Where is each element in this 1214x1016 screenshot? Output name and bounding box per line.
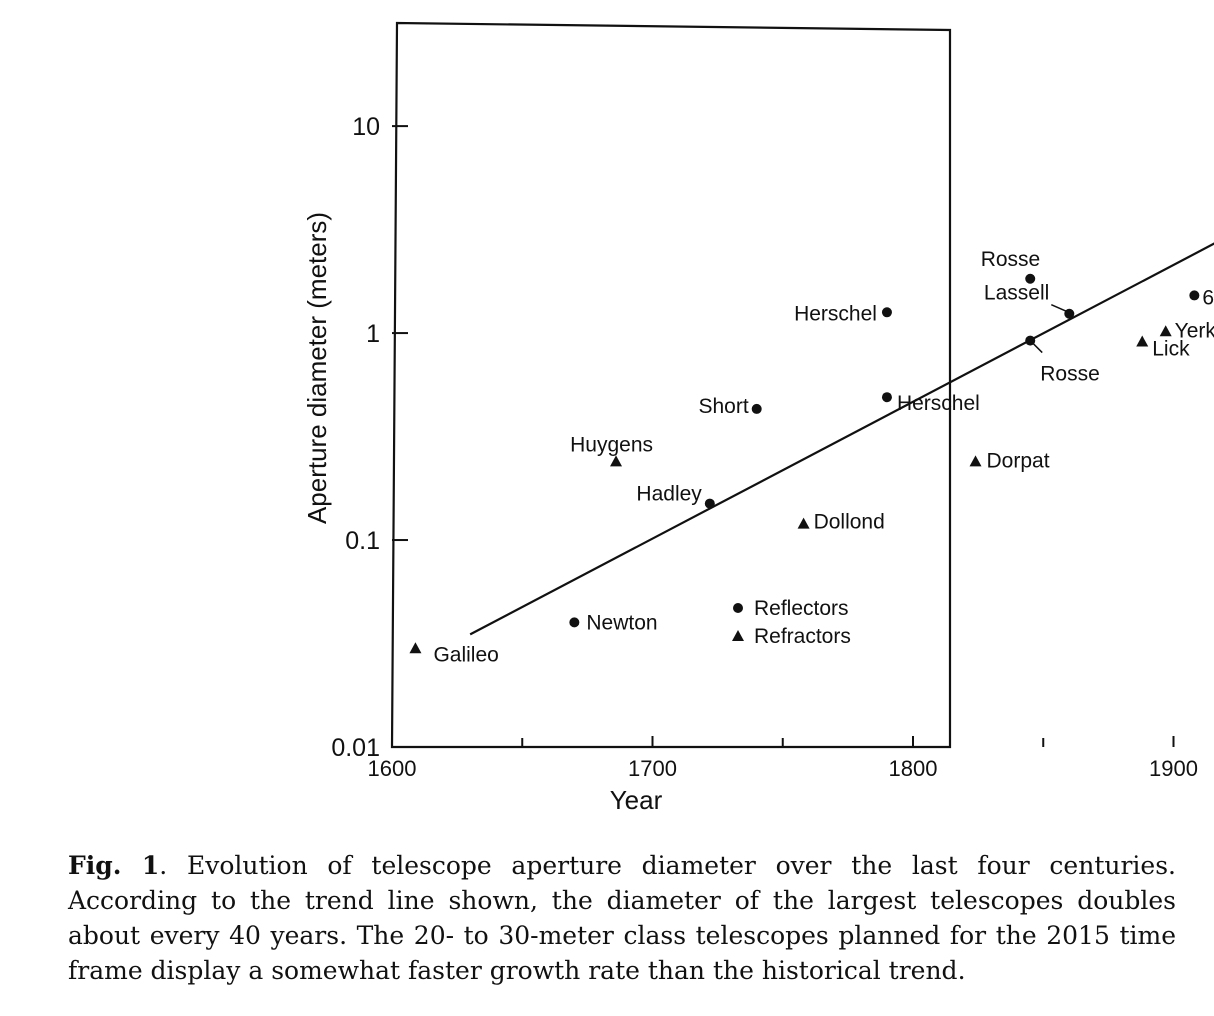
x-tick-label: 1600 xyxy=(368,756,417,781)
point-label: Huygens xyxy=(570,433,653,456)
point-label: Rosse xyxy=(981,248,1041,271)
point-label: Short xyxy=(698,395,748,418)
y-tick-label: 0.01 xyxy=(331,734,380,762)
data-point-refractors xyxy=(797,517,810,529)
legend-label: Reflectors xyxy=(754,597,849,620)
point-label: Yerkes xyxy=(1175,319,1214,342)
data-point-refractors xyxy=(610,455,623,467)
trend-line xyxy=(469,242,1214,636)
x-axis: 16001700180019002000 xyxy=(368,736,1198,781)
data-point-reflectors xyxy=(704,498,715,509)
x-tick-label: 1900 xyxy=(1149,756,1198,781)
y-tick-label: 1 xyxy=(366,320,380,348)
legend-marker-reflectors xyxy=(733,603,743,613)
y-axis: 0.01 0.1 1 10 xyxy=(331,113,408,762)
label-leader xyxy=(1050,304,1068,313)
trend-line-group xyxy=(469,242,1214,636)
data-point-reflectors xyxy=(881,307,892,318)
leader-lines xyxy=(1029,304,1068,354)
figure-caption: Fig. 1. Evolution of telescope aperture … xyxy=(68,848,1176,988)
data-point-refractors xyxy=(1136,335,1149,347)
y-tick-label: 0.1 xyxy=(345,527,380,555)
x-axis-label: Year xyxy=(610,785,663,815)
point-label: Newton xyxy=(586,611,657,634)
data-point-refractors xyxy=(969,455,982,467)
point-label: Hadley xyxy=(636,483,702,506)
point-label: Lick xyxy=(1152,338,1190,361)
data-point-reflectors xyxy=(1025,273,1036,284)
x-tick-label: 1800 xyxy=(889,756,938,781)
plot-frame xyxy=(390,21,952,749)
caption-text: . Evolution of telescope aperture diamet… xyxy=(68,851,1176,985)
data-point-reflectors xyxy=(569,617,580,628)
data-point-refractors xyxy=(1159,325,1172,337)
data-point-reflectors xyxy=(1025,335,1036,346)
point-label: Herschel xyxy=(897,392,980,415)
legend-marker-refractors xyxy=(732,630,744,641)
point-label: Dorpat xyxy=(987,449,1050,472)
data-point-reflectors xyxy=(881,392,892,403)
point-labels: Newton Hadley Short Herschel Herschel Rosse La… xyxy=(433,248,1214,667)
data-point-reflectors xyxy=(1064,308,1075,319)
legend-label: Refractors xyxy=(754,625,851,648)
data-points xyxy=(409,273,1200,654)
point-label: Herschel xyxy=(794,302,877,325)
point-label: Galileo xyxy=(433,643,498,666)
point-label: 60" Mt. Wilson xyxy=(1202,286,1214,309)
point-label: Rosse xyxy=(1040,363,1100,386)
point-label: Lassell xyxy=(984,282,1049,305)
data-point-refractors xyxy=(409,642,422,654)
y-tick-label: 10 xyxy=(352,113,380,141)
data-point-reflectors xyxy=(751,403,762,414)
legend: Reflectors Refractors xyxy=(732,597,851,648)
x-tick-label: 1700 xyxy=(628,756,677,781)
data-point-reflectors xyxy=(1189,290,1200,301)
caption-prefix: Fig. 1 xyxy=(68,851,160,880)
point-label: Dollond xyxy=(814,511,885,534)
y-axis-label: Aperture diameter (meters) xyxy=(302,212,332,524)
